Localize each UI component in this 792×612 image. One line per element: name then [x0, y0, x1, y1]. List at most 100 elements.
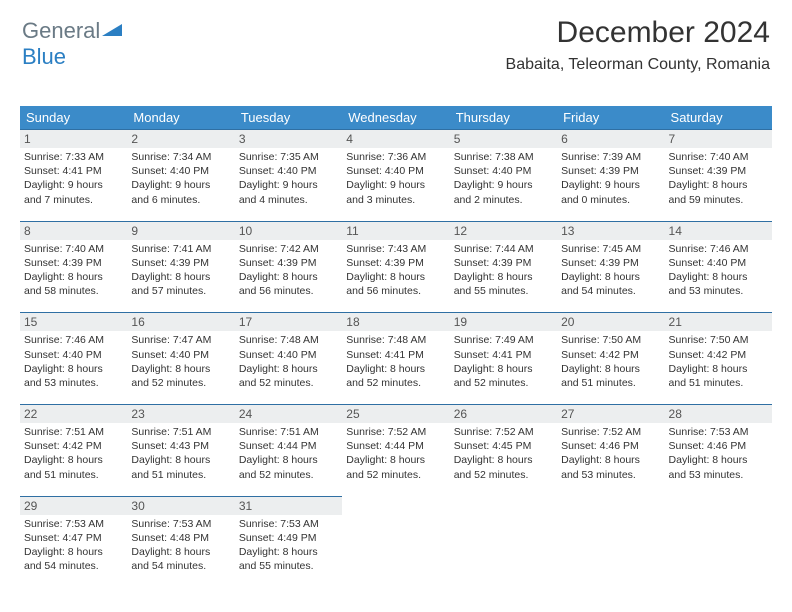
daylight-text: Daylight: 8 hours [346, 362, 445, 376]
day-number: 17 [235, 312, 342, 331]
sunset-text: Sunset: 4:40 PM [131, 164, 230, 178]
day-number: 29 [20, 496, 127, 515]
daylight-text: and 53 minutes. [561, 468, 660, 482]
daylight-text: Daylight: 8 hours [24, 362, 123, 376]
day-cell: 24Sunrise: 7:51 AMSunset: 4:44 PMDayligh… [235, 404, 342, 486]
day-cell: 6Sunrise: 7:39 AMSunset: 4:39 PMDaylight… [557, 129, 664, 211]
brand-triangle-icon [102, 18, 122, 44]
day-number: 5 [450, 129, 557, 148]
daylight-text: and 52 minutes. [454, 376, 553, 390]
sunset-text: Sunset: 4:39 PM [454, 256, 553, 270]
day-cell: 26Sunrise: 7:52 AMSunset: 4:45 PMDayligh… [450, 404, 557, 486]
sunrise-text: Sunrise: 7:39 AM [561, 150, 660, 164]
day-cell [557, 496, 664, 578]
daylight-text: and 53 minutes. [24, 376, 123, 390]
day-cell: 8Sunrise: 7:40 AMSunset: 4:39 PMDaylight… [20, 221, 127, 303]
sunrise-text: Sunrise: 7:40 AM [24, 242, 123, 256]
sunrise-text: Sunrise: 7:44 AM [454, 242, 553, 256]
sunset-text: Sunset: 4:48 PM [131, 531, 230, 545]
sunrise-text: Sunrise: 7:51 AM [131, 425, 230, 439]
day-number: 31 [235, 496, 342, 515]
day-number: 8 [20, 221, 127, 240]
daylight-text: and 52 minutes. [239, 376, 338, 390]
sunset-text: Sunset: 4:40 PM [239, 348, 338, 362]
daylight-text: and 3 minutes. [346, 193, 445, 207]
daylight-text: and 55 minutes. [454, 284, 553, 298]
sunrise-text: Sunrise: 7:50 AM [669, 333, 768, 347]
sunset-text: Sunset: 4:45 PM [454, 439, 553, 453]
sunrise-text: Sunrise: 7:50 AM [561, 333, 660, 347]
daylight-text: Daylight: 8 hours [454, 270, 553, 284]
sunset-text: Sunset: 4:39 PM [669, 164, 768, 178]
daylight-text: Daylight: 8 hours [454, 362, 553, 376]
sunrise-text: Sunrise: 7:53 AM [131, 517, 230, 531]
day-cell [450, 496, 557, 578]
location-text: Babaita, Teleorman County, Romania [506, 56, 770, 74]
brand-part1: General [22, 18, 100, 43]
daylight-text: and 4 minutes. [239, 193, 338, 207]
daylight-text: and 51 minutes. [24, 468, 123, 482]
sunrise-text: Sunrise: 7:36 AM [346, 150, 445, 164]
day-cell: 11Sunrise: 7:43 AMSunset: 4:39 PMDayligh… [342, 221, 449, 303]
daylight-text: and 2 minutes. [454, 193, 553, 207]
sunset-text: Sunset: 4:42 PM [669, 348, 768, 362]
sunset-text: Sunset: 4:39 PM [346, 256, 445, 270]
day-cell: 16Sunrise: 7:47 AMSunset: 4:40 PMDayligh… [127, 312, 234, 394]
sunrise-text: Sunrise: 7:42 AM [239, 242, 338, 256]
day-number: 7 [665, 129, 772, 148]
day-number: 14 [665, 221, 772, 240]
weekday-header: Sunday [20, 106, 127, 129]
day-cell: 19Sunrise: 7:49 AMSunset: 4:41 PMDayligh… [450, 312, 557, 394]
sunrise-text: Sunrise: 7:48 AM [346, 333, 445, 347]
sunset-text: Sunset: 4:46 PM [669, 439, 768, 453]
day-number: 27 [557, 404, 664, 423]
day-cell: 3Sunrise: 7:35 AMSunset: 4:40 PMDaylight… [235, 129, 342, 211]
sunset-text: Sunset: 4:39 PM [24, 256, 123, 270]
sunset-text: Sunset: 4:49 PM [239, 531, 338, 545]
daylight-text: and 57 minutes. [131, 284, 230, 298]
sunrise-text: Sunrise: 7:33 AM [24, 150, 123, 164]
week-row: 8Sunrise: 7:40 AMSunset: 4:39 PMDaylight… [20, 221, 772, 303]
sunrise-text: Sunrise: 7:41 AM [131, 242, 230, 256]
daylight-text: and 52 minutes. [239, 468, 338, 482]
day-cell: 10Sunrise: 7:42 AMSunset: 4:39 PMDayligh… [235, 221, 342, 303]
day-number: 24 [235, 404, 342, 423]
sunset-text: Sunset: 4:43 PM [131, 439, 230, 453]
weekday-header-row: SundayMondayTuesdayWednesdayThursdayFrid… [20, 106, 772, 129]
daylight-text: and 54 minutes. [24, 559, 123, 573]
day-cell: 22Sunrise: 7:51 AMSunset: 4:42 PMDayligh… [20, 404, 127, 486]
daylight-text: Daylight: 8 hours [131, 545, 230, 559]
daylight-text: and 54 minutes. [131, 559, 230, 573]
daylight-text: Daylight: 8 hours [239, 545, 338, 559]
daylight-text: and 51 minutes. [131, 468, 230, 482]
daylight-text: and 52 minutes. [346, 468, 445, 482]
sunset-text: Sunset: 4:40 PM [239, 164, 338, 178]
daylight-text: and 52 minutes. [346, 376, 445, 390]
sunset-text: Sunset: 4:40 PM [669, 256, 768, 270]
calendar: SundayMondayTuesdayWednesdayThursdayFrid… [20, 106, 772, 587]
daylight-text: Daylight: 8 hours [346, 453, 445, 467]
daylight-text: Daylight: 8 hours [669, 178, 768, 192]
daylight-text: and 53 minutes. [669, 284, 768, 298]
day-number: 30 [127, 496, 234, 515]
daylight-text: and 56 minutes. [239, 284, 338, 298]
day-number: 13 [557, 221, 664, 240]
daylight-text: Daylight: 8 hours [669, 362, 768, 376]
daylight-text: and 52 minutes. [454, 468, 553, 482]
day-number: 20 [557, 312, 664, 331]
week-row: 29Sunrise: 7:53 AMSunset: 4:47 PMDayligh… [20, 496, 772, 578]
daylight-text: Daylight: 9 hours [346, 178, 445, 192]
sunrise-text: Sunrise: 7:52 AM [561, 425, 660, 439]
day-cell: 25Sunrise: 7:52 AMSunset: 4:44 PMDayligh… [342, 404, 449, 486]
daylight-text: Daylight: 8 hours [561, 362, 660, 376]
daylight-text: and 51 minutes. [561, 376, 660, 390]
daylight-text: and 58 minutes. [24, 284, 123, 298]
day-cell: 9Sunrise: 7:41 AMSunset: 4:39 PMDaylight… [127, 221, 234, 303]
sunrise-text: Sunrise: 7:35 AM [239, 150, 338, 164]
daylight-text: and 6 minutes. [131, 193, 230, 207]
sunset-text: Sunset: 4:42 PM [561, 348, 660, 362]
brand-logo: General Blue [22, 18, 122, 70]
sunrise-text: Sunrise: 7:46 AM [669, 242, 768, 256]
sunrise-text: Sunrise: 7:51 AM [239, 425, 338, 439]
day-number: 18 [342, 312, 449, 331]
